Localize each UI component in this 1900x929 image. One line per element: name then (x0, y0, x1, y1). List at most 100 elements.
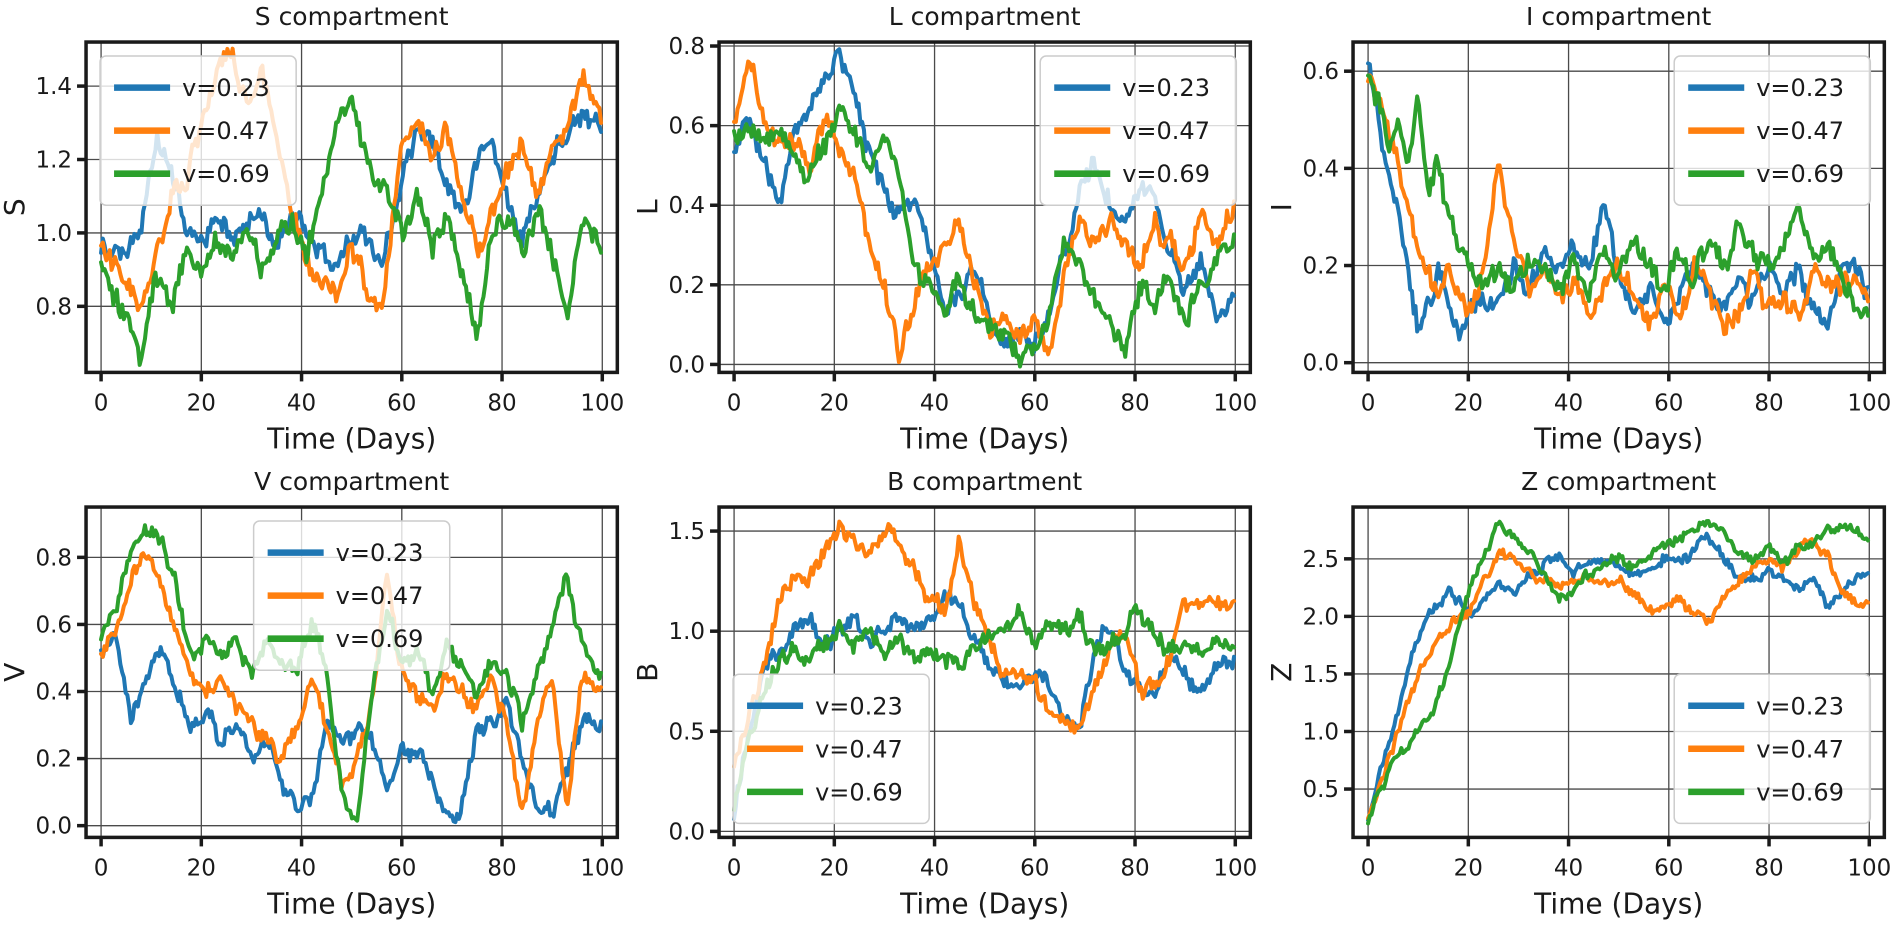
y-tick-label: 0.2 (669, 273, 706, 299)
x-axis-label: Time (Days) (266, 887, 436, 920)
x-tick-label: 60 (1654, 390, 1683, 416)
y-tick-label: 1.5 (669, 519, 706, 545)
legend-label: v=0.69 (336, 625, 424, 653)
chart-title: V compartment (254, 467, 449, 496)
series-line-v047 (732, 59, 1237, 365)
x-tick-label: 40 (920, 855, 949, 881)
x-tick-label: 20 (820, 855, 849, 881)
x-tick-label: 80 (1754, 390, 1783, 416)
x-tick-label: 60 (1020, 390, 1049, 416)
legend-label: v=0.23 (815, 692, 903, 720)
legend-label: v=0.47 (1756, 735, 1844, 763)
x-axis-label: Time (Days) (1533, 887, 1703, 920)
y-axis-label: V (0, 662, 31, 681)
x-tick-label: 80 (1754, 855, 1783, 881)
chart-title: S compartment (255, 2, 449, 31)
legend: v=0.23 v=0.47 v=0.69 (99, 55, 297, 206)
y-tick-label: 0.2 (35, 746, 72, 772)
y-tick-label: 1.0 (35, 221, 72, 247)
series-line-v047 (99, 550, 604, 810)
y-tick-label: 2.5 (1302, 546, 1339, 572)
y-tick-label: 0.4 (669, 193, 706, 219)
y-tick-label: 2.0 (1302, 604, 1339, 630)
axes-spines (717, 40, 1253, 375)
subplot-l-compartment: 0 20 40 60 80 100 0.0 0.2 0.4 0.6 0.8 L compartment… (633, 0, 1266, 465)
legend-label: v=0.23 (1123, 74, 1211, 102)
series-line-v069 (1365, 518, 1870, 825)
x-tick-label: 60 (387, 390, 416, 416)
series-line-v023 (99, 630, 604, 824)
legend-label: v=0.69 (182, 160, 270, 188)
x-tick-label: 40 (920, 390, 949, 416)
series-line-v069 (99, 522, 604, 823)
y-axis-label: B (633, 662, 664, 681)
legend-label: v=0.23 (182, 74, 270, 102)
y-tick-label: 1.0 (669, 619, 706, 645)
legend-box (99, 55, 297, 206)
axes-spines (717, 504, 1253, 839)
chart-title: L compartment (889, 2, 1081, 31)
x-tick-label: 60 (387, 855, 416, 881)
legend-label: v=0.47 (1756, 117, 1844, 145)
legend: v=0.23 v=0.47 v=0.69 (732, 672, 931, 824)
y-tick-label: 1.0 (1302, 719, 1339, 745)
series-line-v069 (732, 103, 1237, 369)
series-group (1365, 518, 1870, 825)
chart-z-compartment: 0 20 40 60 80 100 0.5 1.0 1.5 2.0 2.5 Z compartment… (1267, 467, 1891, 920)
legend-label: v=0.47 (182, 117, 270, 145)
legend-label: v=0.69 (815, 778, 903, 806)
series-line-v047 (1365, 73, 1870, 337)
chart-l-compartment: 0 20 40 60 80 100 0.0 0.2 0.4 0.6 0.8 L compartment… (633, 2, 1257, 455)
series-group (1365, 61, 1870, 342)
legend-box (252, 519, 451, 671)
x-tick-label: 100 (1214, 855, 1258, 881)
y-tick-label: 0.6 (35, 612, 72, 638)
x-tick-label: 20 (187, 390, 216, 416)
x-axis-label: Time (Days) (899, 422, 1069, 455)
x-tick-label: 100 (1847, 855, 1891, 881)
y-tick-label: 0.4 (1302, 156, 1339, 182)
y-tick-label: 0.8 (35, 294, 72, 320)
legend: v=0.23 v=0.47 v=0.69 (1673, 672, 1871, 824)
subplot-z-compartment: 0 20 40 60 80 100 0.5 1.0 1.5 2.0 2.5 Z compartment… (1267, 465, 1900, 929)
y-tick-label: 0.0 (35, 813, 72, 839)
y-tick-label: 0.5 (1302, 777, 1339, 803)
y-tick-label: 0.2 (1302, 254, 1339, 280)
legend-box (1039, 55, 1238, 206)
y-axis-label: L (633, 199, 664, 215)
legend-label: v=0.69 (1756, 160, 1844, 188)
axes-spines (1350, 40, 1886, 375)
y-tick-label: 0.6 (1302, 59, 1339, 85)
y-tick-label: 0.8 (669, 34, 706, 60)
series-line-v023 (732, 588, 1237, 821)
series-group (99, 522, 604, 824)
x-tick-label: 0 (94, 855, 109, 881)
y-tick-label: 0.0 (1302, 351, 1339, 377)
legend-label: v=0.23 (1756, 692, 1844, 720)
axes-spines (84, 40, 620, 375)
x-tick-label: 100 (1847, 390, 1891, 416)
x-tick-label: 40 (1554, 855, 1583, 881)
series-group (732, 519, 1237, 821)
chart-title: B compartment (887, 467, 1082, 496)
legend-box (732, 672, 931, 824)
x-tick-label: 20 (1453, 855, 1482, 881)
series-line-v069 (1365, 73, 1870, 320)
subplot-s-compartment: 0 20 40 60 80 100 0.8 1.0 1.2 1.4 S compartment S Ti… (0, 0, 633, 465)
chart-title: Z compartment (1521, 467, 1716, 496)
x-tick-label: 80 (1121, 855, 1150, 881)
y-tick-label: 1.4 (35, 74, 72, 100)
x-tick-label: 80 (487, 855, 516, 881)
x-tick-label: 40 (1554, 390, 1583, 416)
x-tick-label: 80 (487, 390, 516, 416)
legend-label: v=0.47 (336, 582, 424, 610)
series-line-v047 (732, 519, 1237, 769)
legend-label: v=0.23 (1756, 74, 1844, 102)
subplot-i-compartment: 0 20 40 60 80 100 0.0 0.2 0.4 0.6 I compartment I Ti… (1267, 0, 1900, 465)
series-line-v023 (1365, 531, 1870, 822)
x-tick-label: 0 (727, 390, 742, 416)
y-tick-label: 1.5 (1302, 661, 1339, 687)
x-axis-label: Time (Days) (266, 422, 436, 455)
y-tick-label: 0.0 (669, 352, 706, 378)
